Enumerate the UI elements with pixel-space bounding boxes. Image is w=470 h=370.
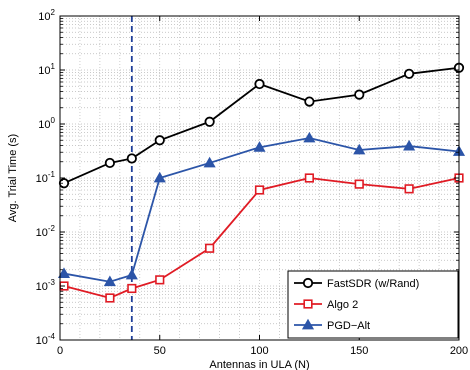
x-tick-label: 0	[57, 345, 63, 357]
y-axis-label: Avg. Trial Time (s)	[7, 134, 19, 222]
data-point	[57, 267, 71, 278]
data-point	[254, 78, 265, 90]
y-tick-label: 100	[38, 116, 55, 131]
data-point	[154, 135, 165, 146]
x-tick-label: 150	[350, 345, 368, 357]
legend-marker	[303, 299, 313, 309]
legend-label: FastSDR (w/Rand)	[327, 278, 419, 290]
y-tick-label: 10-3	[36, 278, 56, 293]
series-line	[63, 137, 460, 283]
data-point	[205, 243, 215, 253]
x-axis-label: Antennas in ULA (N)	[209, 359, 309, 370]
x-tick-label: 50	[154, 345, 166, 357]
y-tick-label: 10-2	[36, 224, 56, 239]
data-point	[304, 96, 315, 107]
data-point	[404, 68, 415, 79]
series-1	[58, 62, 465, 189]
y-tick-label: 10-1	[36, 170, 56, 185]
legend-marker	[301, 318, 315, 330]
x-tick-labels: 0 50 100 150 200	[57, 345, 468, 357]
series-line	[63, 177, 460, 299]
data-point	[304, 173, 314, 183]
y-tick-label: 102	[38, 8, 55, 23]
legend-item: Algo 2	[294, 299, 358, 311]
y-tick-labels: 10-4 10-3 10-2 10-1 100 101 102	[36, 8, 56, 347]
data-point	[127, 283, 137, 294]
data-point	[253, 141, 266, 152]
data-point	[203, 156, 216, 168]
series-layer	[57, 62, 466, 303]
series-line	[63, 66, 460, 185]
series-3	[57, 131, 466, 287]
data-point	[404, 184, 414, 194]
data-point	[354, 89, 365, 100]
legend-item: PGD−Alt	[294, 318, 370, 332]
data-point	[155, 275, 165, 285]
data-point	[254, 185, 265, 195]
legend: FastSDR (w/Rand) Algo 2 PGD−Alt	[287, 270, 459, 339]
data-point	[403, 139, 416, 151]
x-tick-label: 100	[250, 345, 268, 357]
legend-item: FastSDR (w/Rand)	[294, 277, 419, 290]
data-point	[354, 179, 364, 189]
grid	[60, 16, 459, 340]
y-tick-label: 10-4	[36, 332, 56, 347]
data-point	[204, 116, 215, 127]
y-tick-label: 101	[38, 62, 55, 77]
x-tick-label: 200	[450, 345, 468, 357]
legend-label: PGD−Alt	[327, 320, 370, 332]
data-point	[126, 153, 137, 164]
data-point	[303, 131, 316, 143]
data-point	[125, 268, 138, 280]
legend-label: Algo 2	[327, 299, 358, 311]
data-point	[104, 157, 115, 169]
data-point	[105, 293, 115, 303]
legend-marker	[302, 277, 314, 289]
data-point	[153, 171, 166, 183]
data-point	[353, 143, 366, 155]
data-point	[103, 275, 116, 287]
